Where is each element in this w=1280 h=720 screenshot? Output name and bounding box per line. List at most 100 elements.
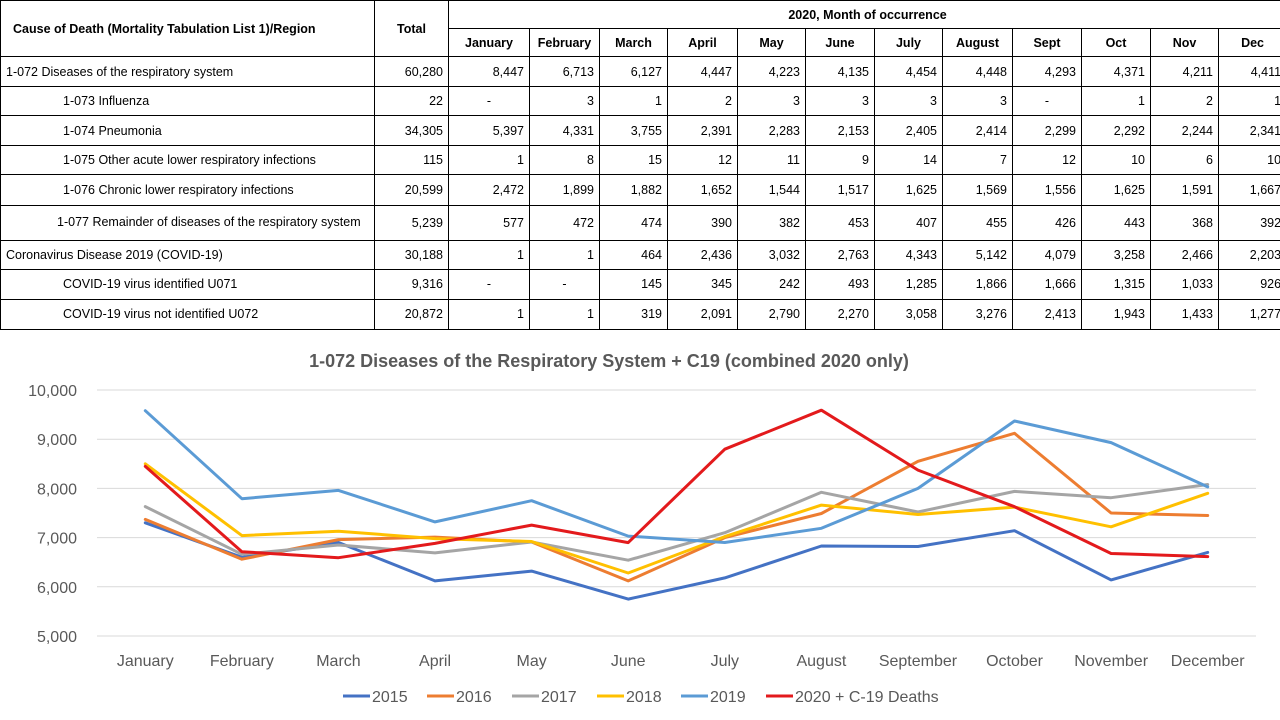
value-cell: 2,413 bbox=[1012, 298, 1082, 331]
cause-cell: COVID-19 virus not identified U072 bbox=[0, 298, 375, 331]
series-line-1 bbox=[143, 431, 1210, 583]
x-tick-label: December bbox=[1171, 653, 1245, 670]
value-cell: 1 bbox=[599, 86, 668, 117]
header-month: Sept bbox=[1012, 28, 1082, 58]
table-row: 1-076 Chronic lower respiratory infectio… bbox=[0, 174, 1280, 206]
total-cell: 5,239 bbox=[374, 204, 449, 241]
value-cell: 6 bbox=[1150, 145, 1219, 176]
value-cell: 4,447 bbox=[667, 56, 738, 88]
value-cell: 390 bbox=[667, 204, 738, 241]
value-cell: 319 bbox=[599, 298, 668, 331]
cause-cell: 1-076 Chronic lower respiratory infectio… bbox=[0, 174, 375, 206]
value-cell: 2,790 bbox=[737, 298, 806, 331]
header-month: July bbox=[874, 28, 943, 58]
legend-item: 2017 bbox=[512, 689, 577, 706]
value-cell: 4,454 bbox=[874, 56, 943, 88]
value-cell: 1 bbox=[448, 145, 530, 176]
value-cell: 1,556 bbox=[1012, 174, 1082, 206]
total-cell: 20,599 bbox=[374, 174, 449, 206]
y-tick-label: 8,000 bbox=[37, 481, 77, 498]
value-cell: 2,405 bbox=[874, 115, 943, 147]
header-month: May bbox=[737, 28, 806, 58]
value-cell: 1 bbox=[529, 298, 600, 331]
value-cell: 3 bbox=[805, 86, 875, 117]
legend-label: 2018 bbox=[626, 689, 662, 706]
value-cell: 2,466 bbox=[1150, 239, 1219, 270]
series-line-5 bbox=[143, 408, 1210, 560]
value-cell: 1 bbox=[448, 239, 530, 270]
value-cell: 2,244 bbox=[1150, 115, 1219, 147]
value-cell: 9 bbox=[805, 145, 875, 176]
x-tick-label: April bbox=[419, 653, 451, 670]
value-cell: 345 bbox=[667, 268, 738, 300]
value-cell: 4,293 bbox=[1012, 56, 1082, 88]
total-cell: 115 bbox=[374, 145, 449, 176]
value-cell: 577 bbox=[448, 204, 530, 241]
value-cell: - bbox=[448, 86, 530, 117]
value-cell: 1 bbox=[529, 239, 600, 270]
value-cell: 1,899 bbox=[529, 174, 600, 206]
value-cell: 3 bbox=[942, 86, 1013, 117]
value-cell: 3,058 bbox=[874, 298, 943, 331]
cause-cell: COVID-19 virus identified U071 bbox=[0, 268, 375, 300]
value-cell: 1 bbox=[1081, 86, 1151, 117]
legend-item: 2015 bbox=[343, 689, 408, 706]
y-tick-label: 7,000 bbox=[37, 531, 77, 548]
value-cell: 1,625 bbox=[1081, 174, 1151, 206]
total-cell: 34,305 bbox=[374, 115, 449, 147]
value-cell: 4,448 bbox=[942, 56, 1013, 88]
value-cell: 2,283 bbox=[737, 115, 806, 147]
value-cell: 2,414 bbox=[942, 115, 1013, 147]
value-cell: 493 bbox=[805, 268, 875, 300]
value-cell: 1,033 bbox=[1150, 268, 1219, 300]
value-cell: 12 bbox=[1012, 145, 1082, 176]
chart-title: 1-072 Diseases of the Respiratory System… bbox=[309, 351, 909, 371]
value-cell: 2,292 bbox=[1081, 115, 1151, 147]
table-row: COVID-19 virus not identified U072 20,872… bbox=[0, 298, 1280, 331]
value-cell: 10 bbox=[1081, 145, 1151, 176]
value-cell: 1,652 bbox=[667, 174, 738, 206]
table-row: 1-075 Other acute lower respiratory infe… bbox=[0, 145, 1280, 176]
header-cause: Cause of Death (Mortality Tabulation Lis… bbox=[0, 0, 375, 58]
header-month: February bbox=[529, 28, 600, 58]
header-total: Total bbox=[374, 0, 449, 58]
value-cell: 2,091 bbox=[667, 298, 738, 331]
table-row: 1-074 Pneumonia 34,305 5,397 4,331 3,755 2,39… bbox=[0, 115, 1280, 147]
y-tick-label: 5,000 bbox=[37, 629, 77, 646]
value-cell: 2,341 bbox=[1217, 115, 1280, 147]
value-cell: 1,882 bbox=[599, 174, 668, 206]
value-cell: 2,203 bbox=[1217, 239, 1280, 270]
x-tick-label: January bbox=[117, 653, 174, 670]
header-month: March bbox=[599, 28, 668, 58]
value-cell: 472 bbox=[529, 204, 600, 241]
x-tick-label: March bbox=[316, 653, 360, 670]
value-cell: 2,391 bbox=[667, 115, 738, 147]
value-cell: 242 bbox=[737, 268, 806, 300]
legend-item: 2016 bbox=[427, 689, 492, 706]
value-cell: 2,472 bbox=[448, 174, 530, 206]
value-cell: 1,285 bbox=[874, 268, 943, 300]
value-cell: 7 bbox=[942, 145, 1013, 176]
value-cell: 4,079 bbox=[1012, 239, 1082, 270]
cause-cell: 1-075 Other acute lower respiratory infe… bbox=[0, 145, 375, 176]
value-cell: 1 bbox=[448, 298, 530, 331]
value-cell: 8 bbox=[529, 145, 600, 176]
value-cell: 474 bbox=[599, 204, 668, 241]
x-tick-label: November bbox=[1074, 653, 1148, 670]
y-tick-label: 9,000 bbox=[37, 432, 77, 449]
value-cell: 455 bbox=[942, 204, 1013, 241]
header-month-group: 2020, Month of occurrence bbox=[447, 0, 1280, 30]
value-cell: 2 bbox=[1150, 86, 1219, 117]
legend-label: 2017 bbox=[541, 689, 577, 706]
value-cell: 6,127 bbox=[599, 56, 668, 88]
value-cell: 4,343 bbox=[874, 239, 943, 270]
value-cell: 1,666 bbox=[1012, 268, 1082, 300]
header-month: April bbox=[667, 28, 738, 58]
value-cell: 453 bbox=[805, 204, 875, 241]
x-tick-label: July bbox=[711, 653, 739, 670]
line-chart: 1-072 Diseases of the Respiratory System… bbox=[28, 351, 1256, 706]
cause-cell: 1-073 Influenza bbox=[0, 86, 375, 117]
value-cell: 2,299 bbox=[1012, 115, 1082, 147]
value-cell: 1,277 bbox=[1217, 298, 1280, 331]
